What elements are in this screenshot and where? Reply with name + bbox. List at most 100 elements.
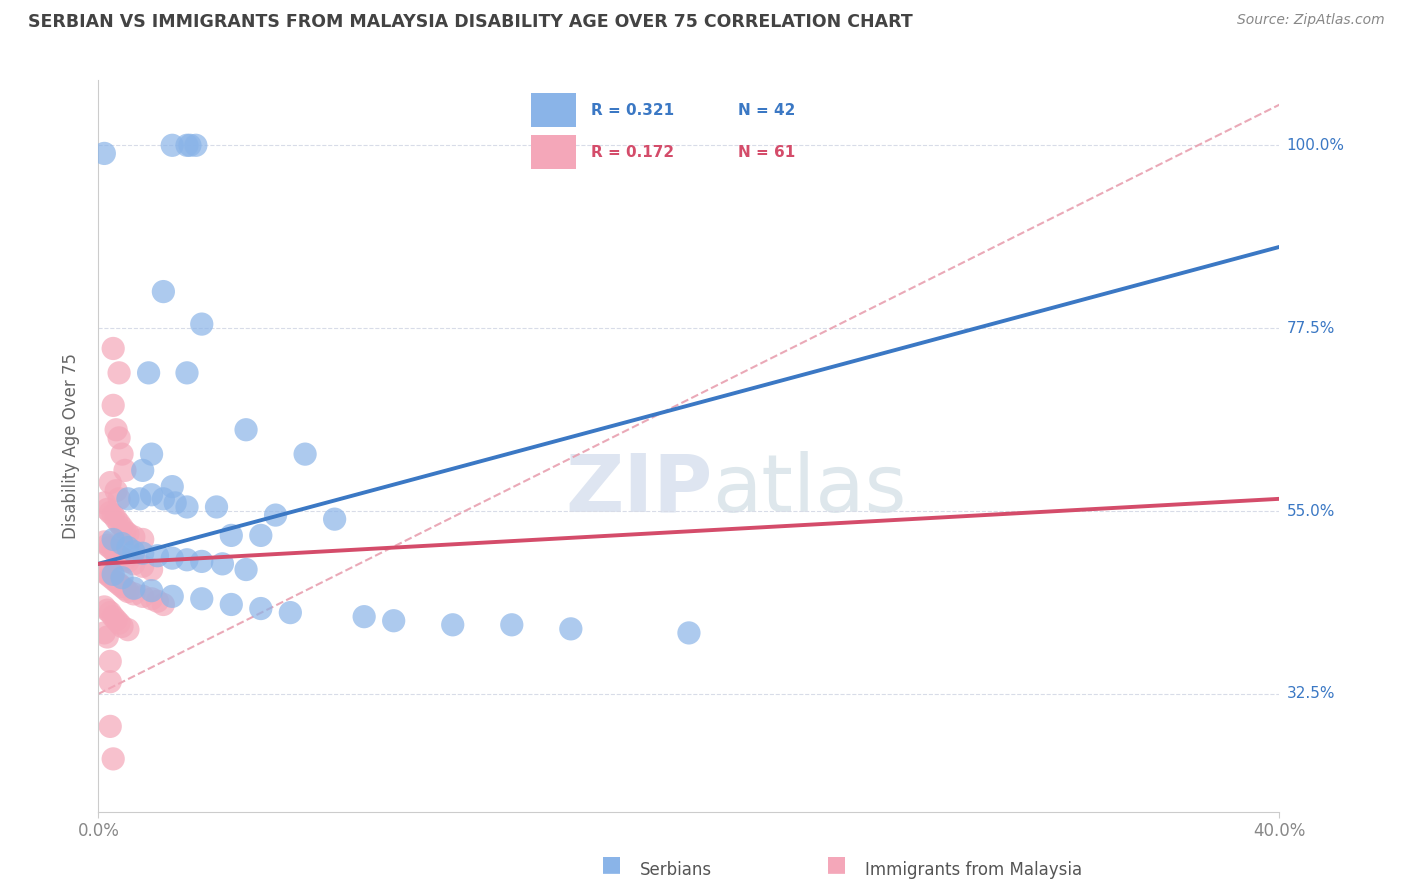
Point xyxy=(103,398,125,412)
Text: 32.5%: 32.5% xyxy=(1286,686,1334,701)
Point xyxy=(111,447,134,461)
Text: R = 0.321: R = 0.321 xyxy=(591,103,673,118)
Point xyxy=(108,491,131,506)
Point xyxy=(111,619,134,633)
Point xyxy=(560,622,582,636)
Point xyxy=(103,342,125,356)
Point xyxy=(117,584,139,599)
Point xyxy=(264,508,287,522)
Text: 55.0%: 55.0% xyxy=(1286,503,1334,518)
Point xyxy=(98,475,121,490)
Point xyxy=(108,366,131,380)
Text: Source: ZipAtlas.com: Source: ZipAtlas.com xyxy=(1237,13,1385,28)
Point xyxy=(93,599,115,614)
Point xyxy=(382,614,405,628)
Point xyxy=(98,719,121,733)
Point xyxy=(103,543,125,558)
Point xyxy=(294,447,316,461)
Point xyxy=(128,491,150,506)
Text: 77.5%: 77.5% xyxy=(1286,320,1334,335)
Point xyxy=(114,524,136,539)
Point xyxy=(105,613,128,627)
Point xyxy=(96,630,118,644)
Point xyxy=(122,544,145,558)
Point xyxy=(111,520,134,534)
Point xyxy=(105,546,128,560)
Point xyxy=(93,565,115,579)
Point xyxy=(132,463,155,477)
Text: Serbians: Serbians xyxy=(640,861,711,879)
Point xyxy=(108,577,131,591)
Point xyxy=(103,533,125,547)
Point xyxy=(152,598,174,612)
Point xyxy=(191,554,214,568)
Point xyxy=(176,500,198,514)
Point xyxy=(162,138,183,153)
Point xyxy=(111,580,134,594)
Point xyxy=(117,554,139,568)
Text: ■: ■ xyxy=(602,854,621,873)
Point xyxy=(114,463,136,477)
Point xyxy=(122,557,145,571)
Point xyxy=(678,626,700,640)
Text: N = 61: N = 61 xyxy=(738,145,796,160)
Point xyxy=(111,551,134,566)
Point xyxy=(114,582,136,596)
Point xyxy=(141,583,163,598)
FancyBboxPatch shape xyxy=(531,93,576,127)
Point xyxy=(105,512,128,526)
Point xyxy=(211,557,233,571)
Point xyxy=(103,752,125,766)
Point xyxy=(111,536,134,550)
Point xyxy=(117,623,139,637)
Point xyxy=(176,553,198,567)
Point xyxy=(179,138,201,153)
Point xyxy=(219,528,242,542)
Point xyxy=(114,553,136,567)
Point xyxy=(103,567,125,582)
Point xyxy=(108,431,131,445)
Point xyxy=(141,591,163,606)
Point xyxy=(122,587,145,601)
Point xyxy=(93,146,115,161)
Point xyxy=(98,606,121,620)
Point xyxy=(165,496,187,510)
Text: ZIP: ZIP xyxy=(565,450,713,529)
Point xyxy=(441,617,464,632)
Point xyxy=(250,528,273,542)
Point xyxy=(323,512,346,526)
Text: N = 42: N = 42 xyxy=(738,103,796,118)
Point xyxy=(98,541,121,555)
Point xyxy=(138,366,160,380)
Point xyxy=(132,559,155,574)
Y-axis label: Disability Age Over 75: Disability Age Over 75 xyxy=(62,353,80,539)
Point xyxy=(353,609,375,624)
Point xyxy=(96,567,118,582)
Text: ■: ■ xyxy=(827,854,846,873)
Point xyxy=(141,488,163,502)
Point xyxy=(219,598,242,612)
Point xyxy=(117,491,139,506)
Point xyxy=(132,533,155,547)
Point xyxy=(176,138,198,153)
Point xyxy=(105,574,128,589)
Point xyxy=(184,138,207,153)
Point xyxy=(103,609,125,624)
Point xyxy=(122,581,145,595)
Point xyxy=(162,480,183,494)
Point xyxy=(93,626,115,640)
Point xyxy=(98,506,121,520)
Point xyxy=(235,423,257,437)
Point xyxy=(152,285,174,299)
Text: SERBIAN VS IMMIGRANTS FROM MALAYSIA DISABILITY AGE OVER 75 CORRELATION CHART: SERBIAN VS IMMIGRANTS FROM MALAYSIA DISA… xyxy=(28,13,912,31)
Point xyxy=(501,617,523,632)
FancyBboxPatch shape xyxy=(531,136,576,169)
Point xyxy=(96,502,118,516)
Point xyxy=(141,447,163,461)
Text: atlas: atlas xyxy=(713,450,907,529)
Point xyxy=(162,551,183,566)
Point xyxy=(98,674,121,689)
Point xyxy=(111,571,134,585)
Point xyxy=(98,654,121,668)
Point xyxy=(108,549,131,563)
